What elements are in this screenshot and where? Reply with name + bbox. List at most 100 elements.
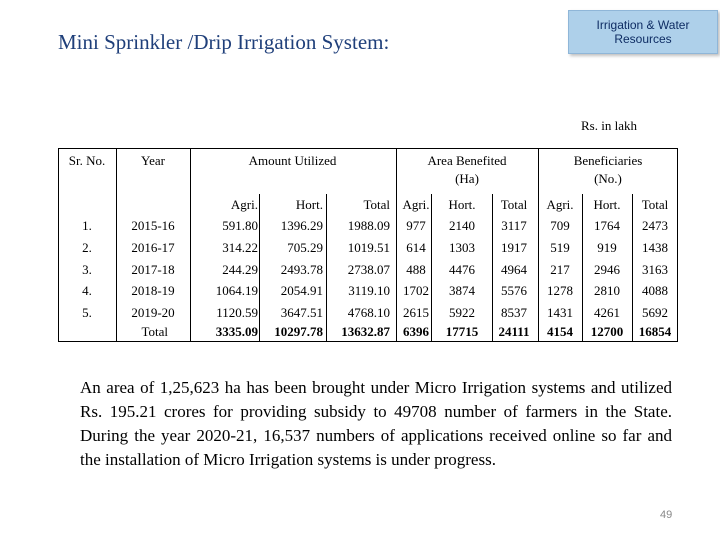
sr-no-cell: 5.	[82, 305, 92, 320]
table-border-left	[58, 148, 59, 342]
value-cell: 1764	[594, 218, 620, 233]
header-ben-line-1: Beneficiaries	[573, 153, 643, 168]
value-cell: 3874	[449, 283, 475, 298]
subheader-cell: Agri.	[546, 197, 574, 212]
value-cell: 3117	[501, 218, 527, 233]
value-cell: 1120.59	[216, 305, 258, 320]
value-cell: 4768.10	[347, 305, 390, 320]
value-cell: 1702	[403, 283, 429, 298]
value-cell: 488	[406, 262, 426, 277]
value-cell: 4261	[594, 305, 620, 320]
value-cell: 977	[406, 218, 426, 233]
value-cell: 5922	[449, 305, 475, 320]
total-cell: 6396	[403, 324, 429, 339]
table-row: 1. 2015-16 591.80 1396.29 1988.09 977 2140 3117…	[58, 215, 678, 237]
total-label: Total	[141, 324, 168, 339]
value-cell: 5692	[642, 305, 668, 320]
table-border-right	[677, 148, 678, 342]
total-cell: 17715	[445, 324, 479, 339]
value-cell: 314.22	[222, 240, 258, 255]
subheader-row: Agri. Hort. Total Agri. Hort. Total Agri…	[58, 194, 678, 216]
value-cell: 2738.07	[347, 262, 390, 277]
value-cell: 244.29	[222, 262, 258, 277]
value-cell: 4476	[449, 262, 475, 277]
total-row: Total 3335.09 10297.78 13632.87 6396 177…	[58, 321, 678, 343]
table-row: 5. 2019-20 1120.59 3647.51 4768.10 2615 5922 85…	[58, 302, 678, 324]
total-cell: 3335.09	[215, 324, 258, 339]
value-cell: 2473	[642, 218, 668, 233]
value-cell: 1278	[547, 283, 573, 298]
total-cell: 10297.78	[274, 324, 323, 339]
value-cell: 1431	[547, 305, 573, 320]
value-cell: 1019.51	[347, 240, 390, 255]
subheader-cell: Agri.	[230, 197, 258, 212]
sr-no-cell: 4.	[82, 283, 92, 298]
table-bottom-rule	[58, 341, 678, 342]
total-cell: 16854	[638, 324, 672, 339]
header-area-benefited: Area Benefited (Ha)	[397, 152, 537, 188]
col-divider-sr	[116, 148, 117, 342]
subcol-divider	[431, 194, 432, 342]
subheader-cell: Total	[500, 197, 528, 212]
value-cell: 3647.51	[280, 305, 323, 320]
table-row: 2. 2016-17 314.22 705.29 1019.51 614 1303 1917 5…	[58, 237, 678, 259]
value-cell: 2946	[594, 262, 620, 277]
value-cell: 2140	[449, 218, 475, 233]
summary-paragraph: An area of 1,25,623 ha has been brought …	[80, 378, 672, 469]
value-cell: 1917	[501, 240, 527, 255]
header-area-line-2: (Ha)	[455, 171, 479, 186]
year-cell: 2015-16	[131, 218, 175, 233]
subcol-divider	[632, 194, 633, 342]
subheader-cell: Total	[641, 197, 669, 212]
year-cell: 2016-17	[131, 240, 175, 255]
value-cell: 8537	[501, 305, 527, 320]
sr-no-cell: 2.	[82, 240, 92, 255]
sr-no-cell: 1.	[82, 218, 92, 233]
year-cell: 2017-18	[131, 262, 175, 277]
header-year: Year	[141, 153, 165, 168]
table-row: 3. 2017-18 244.29 2493.78 2738.07 488 4476 4964…	[58, 259, 678, 281]
subheader-cell: Agri.	[402, 197, 430, 212]
page-number: 49	[660, 509, 673, 521]
subheader-cell: Hort.	[593, 197, 621, 212]
year-cell: 2018-19	[131, 283, 175, 298]
value-cell: 614	[406, 240, 426, 255]
col-divider-amount	[396, 148, 397, 342]
value-cell: 217	[550, 262, 570, 277]
value-cell: 1438	[642, 240, 668, 255]
unit-note: Rs. in lakh	[581, 118, 637, 133]
value-cell: 919	[597, 240, 617, 255]
header-ben-line-2: (No.)	[594, 171, 622, 186]
badge-line-2: Resources	[614, 32, 672, 46]
subcol-divider	[259, 194, 260, 342]
value-cell: 591.80	[222, 218, 258, 233]
page-title: Mini Sprinkler /Drip Irrigation System:	[58, 30, 390, 54]
badge-line-1: Irrigation & Water	[596, 18, 690, 32]
header-sr-no: Sr. No.	[68, 153, 106, 168]
value-cell: 2810	[594, 283, 620, 298]
header-beneficiaries: Beneficiaries (No.)	[539, 152, 677, 188]
value-cell: 3163	[642, 262, 668, 277]
value-cell: 709	[550, 218, 570, 233]
value-cell: 4088	[642, 283, 668, 298]
value-cell: 4964	[501, 262, 527, 277]
value-cell: 5576	[501, 283, 527, 298]
header-amount-utilized: Amount Utilized	[248, 153, 337, 168]
value-cell: 705.29	[287, 240, 323, 255]
value-cell: 519	[550, 240, 570, 255]
total-cell: 12700	[590, 324, 624, 339]
total-cell: 4154	[547, 324, 573, 339]
subheader-cell: Total	[363, 197, 390, 212]
value-cell: 1988.09	[347, 218, 390, 233]
total-cell: 13632.87	[341, 324, 390, 339]
subcol-divider	[582, 194, 583, 342]
value-cell: 1303	[449, 240, 475, 255]
table-top-rule	[58, 148, 678, 149]
value-cell: 2054.91	[280, 283, 323, 298]
subheader-cell: Hort.	[448, 197, 476, 212]
value-cell: 3119.10	[348, 283, 390, 298]
col-divider-year	[190, 148, 191, 342]
subheader-cell: Hort.	[295, 197, 323, 212]
value-cell: 1396.29	[280, 218, 323, 233]
header-area-line-1: Area Benefited	[427, 153, 507, 168]
